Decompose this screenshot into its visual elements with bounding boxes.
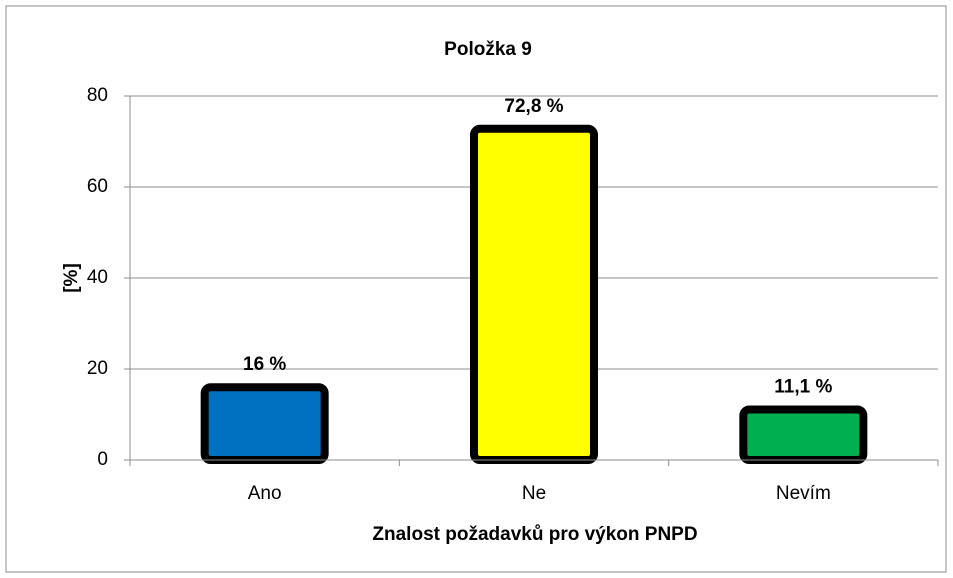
x-axis-label: Znalost požadavků pro výkon PNPD bbox=[372, 524, 697, 545]
y-tick-label: 20 bbox=[87, 358, 108, 379]
data-label: 11,1 % bbox=[774, 377, 832, 398]
chart-title: Položka 9 bbox=[444, 39, 532, 60]
bar bbox=[739, 405, 868, 464]
data-label: 72,8 % bbox=[504, 96, 563, 117]
x-tick-label: Ne bbox=[522, 483, 546, 504]
y-tick-label: 80 bbox=[87, 85, 108, 106]
y-axis-label: [%] bbox=[61, 263, 82, 293]
bar bbox=[200, 383, 329, 465]
x-tick-label: Nevím bbox=[776, 483, 831, 504]
bar bbox=[470, 124, 598, 464]
y-tick-label: 0 bbox=[97, 449, 108, 470]
y-tick-label: 60 bbox=[87, 176, 108, 197]
data-label: 16 % bbox=[243, 354, 286, 375]
y-tick-label: 40 bbox=[87, 267, 108, 288]
x-tick-label: Ano bbox=[248, 483, 282, 504]
